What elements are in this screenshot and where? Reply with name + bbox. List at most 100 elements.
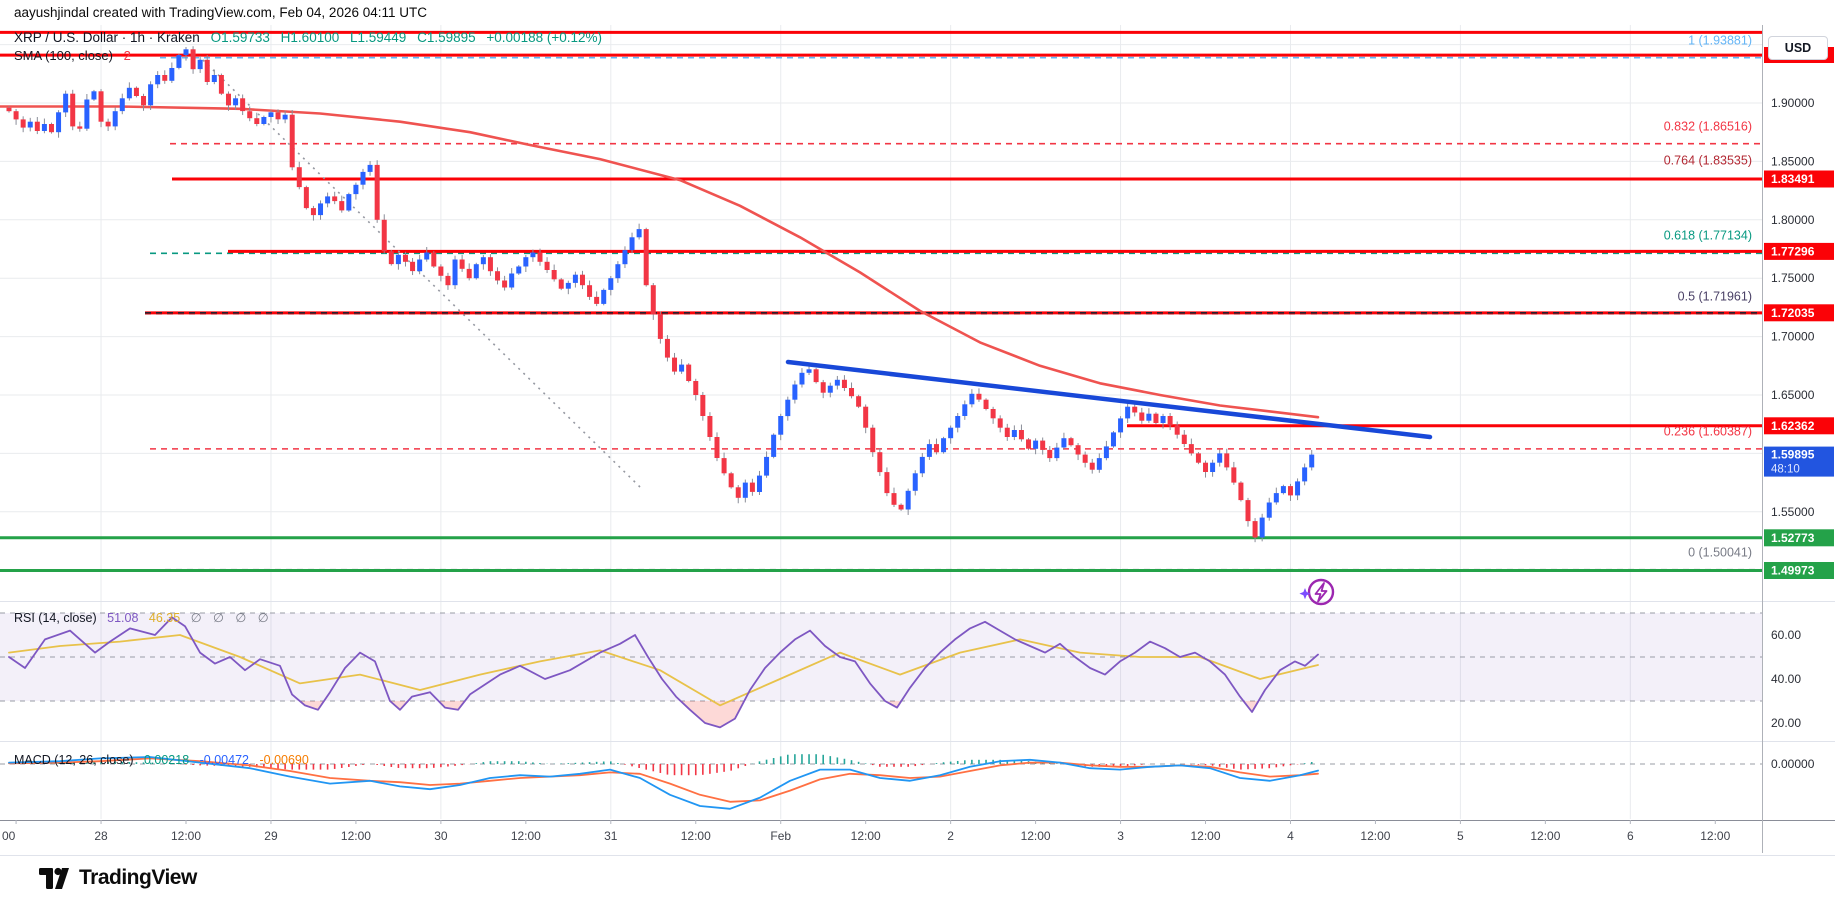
pane-frames [0,25,1835,856]
candle [84,99,90,129]
candle [211,75,217,82]
rsi-legend: RSI (14, close) 51.08 46.35 ∅ ∅ ∅ ∅ [14,610,280,625]
candle [870,427,876,453]
candle [1181,434,1187,444]
candle [63,93,69,113]
candle [459,259,465,269]
candle [119,98,125,112]
candle [990,409,996,419]
flash-icon[interactable] [1299,578,1335,606]
candle [969,393,975,405]
candle [374,164,380,220]
candle [1167,416,1173,426]
candle [388,251,394,265]
candle [749,482,755,492]
candle [1302,467,1308,482]
candle [1011,430,1017,437]
price-axis-label: 1.75000 [1771,271,1815,285]
candle [360,171,366,185]
time-axis[interactable]: 00 28 12:00 29 12:00 30 12:00 31 12:00 Feb 12:00 2 1… [2,820,1731,843]
time-axis-label: 12:00 [1360,829,1390,843]
fib-label: 0.618 (1.77134) [1664,229,1752,243]
fib-labels: 1 (1.93881) 0.832 (1.86516) 0.764 (1.83535… [1664,34,1752,560]
candle [544,261,550,270]
candle [551,270,557,280]
trendline[interactable] [785,359,1433,440]
candle [1004,427,1010,437]
candle [1280,486,1286,494]
indicator-axis-label: 0.00000 [1771,757,1815,771]
ohlc-low: L1.59449 [350,30,407,45]
time-axis-label: 30 [434,829,448,843]
symbol-title[interactable]: XRP / U.S. Dollar · 1h · Kraken [14,30,200,45]
rsi-empty-values: ∅ ∅ ∅ ∅ [190,611,273,625]
candle [190,49,196,70]
price-badge [1764,304,1834,322]
candle [898,504,904,510]
price-scale[interactable]: 1.90000 1.85000 1.80000 1.75000 1.70000 1.650… [1771,96,1815,771]
candle [218,75,224,94]
candle [346,194,352,211]
fib-label: 0.236 (1.60387) [1664,424,1752,438]
candle [693,381,699,395]
candle [318,203,324,216]
sma-title[interactable]: SMA (100, close) [14,48,113,63]
svg-text:1.52773: 1.52773 [1771,531,1815,545]
price-axis-label: 1.65000 [1771,388,1815,402]
candle [133,87,139,96]
candle [20,119,26,128]
tradingview-logo[interactable]: TradingView [38,862,197,894]
candle [148,84,154,106]
candle [431,252,437,267]
candle [268,112,274,117]
candle [325,196,331,204]
candle [785,399,791,417]
candle [225,93,231,106]
fib-label: 0.5 (1.71961) [1678,289,1752,303]
candle [664,338,670,358]
candle [1026,439,1032,449]
candle [353,184,359,195]
price-badge [1764,170,1834,188]
price-badge [1764,446,1834,477]
candle [155,75,161,85]
macd-hist-value: 0.00218 [143,753,190,767]
currency-toggle-button[interactable]: USD [1768,36,1828,60]
candle [254,118,260,124]
candle [41,124,47,131]
candle [502,280,508,288]
time-axis-label: 12:00 [1700,829,1730,843]
candle [13,111,19,120]
macd-line-value: -0.00472 [199,753,249,767]
candle [827,385,833,393]
rsi-title[interactable]: RSI (14, close) [14,611,97,625]
candle [473,264,479,279]
ohlc-high: H1.60100 [280,30,340,45]
candle [1224,453,1230,468]
candle [1033,440,1039,449]
candle [1266,502,1272,518]
candle [997,418,1003,428]
candle [105,121,111,127]
candle [1118,418,1124,433]
svg-text:1.72035: 1.72035 [1771,306,1815,320]
macd-title[interactable]: MACD (12, 26, close) [14,753,134,767]
time-axis-label: Feb [770,829,791,843]
candle [98,91,104,122]
sma-legend: SMA (100, close) 2 [14,48,138,63]
time-axis-label: 2 [947,829,954,843]
candle [799,372,805,385]
candle [1238,482,1244,501]
candle [1132,406,1138,413]
candle [1075,445,1081,455]
candle [417,259,423,272]
time-axis-label: 12:00 [171,829,201,843]
fib-label: 0 (1.50041) [1688,545,1752,559]
candle [1188,444,1194,454]
candle [1287,486,1293,496]
time-axis-label: 6 [1627,829,1634,843]
candle [445,275,451,286]
candle [141,96,147,106]
candle [487,257,493,272]
